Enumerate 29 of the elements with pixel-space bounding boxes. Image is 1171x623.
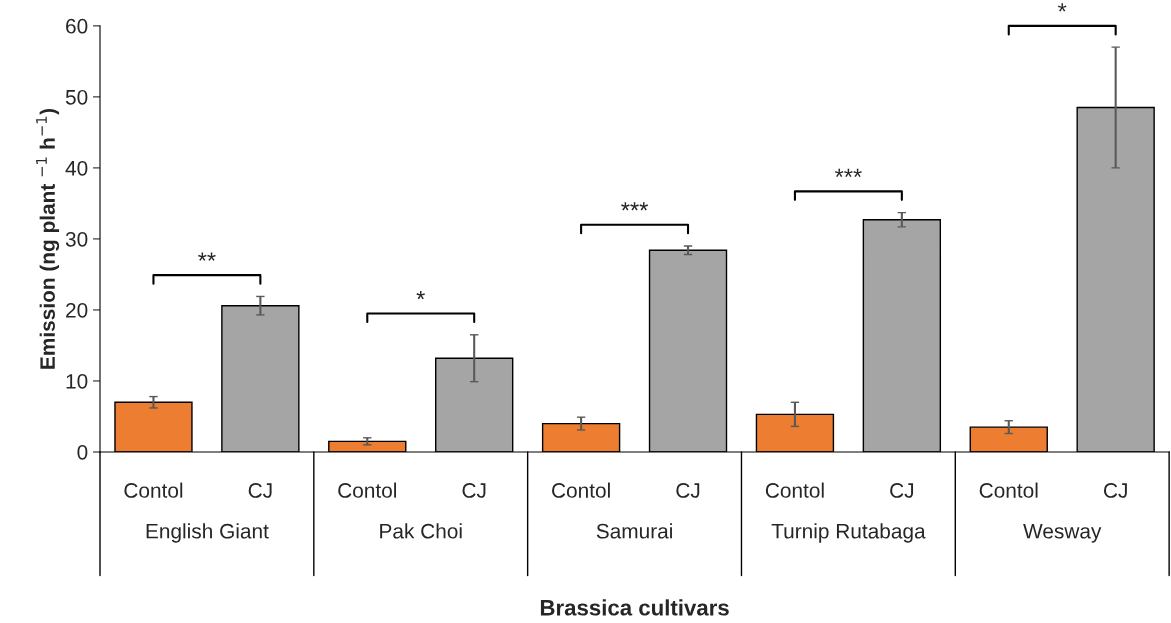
annotation: *	[416, 290, 425, 300]
x-tick-label: Contol	[338, 482, 396, 498]
x-tick-label: CJ	[248, 483, 272, 498]
y-tick-label: 30	[65, 231, 88, 247]
x-tick-label: Contol	[124, 482, 183, 498]
text: English Giant	[146, 523, 269, 543]
text: Samurai	[596, 523, 672, 539]
text: Pak Choi	[380, 523, 462, 539]
y-tick-label: 50	[65, 89, 88, 105]
x-tick-label: Contol	[552, 482, 610, 498]
y-tick-label: 60	[66, 18, 88, 34]
x-tick-label: Contol	[765, 482, 824, 498]
text: *	[1058, 3, 1067, 12]
x-tick-label: CJ	[890, 483, 914, 498]
x-axis-title: Brassica cultivars	[540, 599, 729, 616]
y-tick-label: 20	[66, 302, 88, 318]
y-tick-label: 40	[65, 160, 88, 176]
x-tick-label: CJ	[1104, 483, 1127, 498]
text: Turnip Rutabaga	[771, 523, 926, 543]
annotation: ***	[834, 168, 862, 178]
y-tick-label: 10	[66, 373, 88, 389]
annotation: ***	[621, 202, 648, 211]
y-tick-label: 0	[77, 444, 88, 460]
annotation: **	[198, 252, 216, 261]
text: Wesway	[1023, 524, 1102, 543]
y-axis-title: Emission (ng plant $^{−1}$ h$^{−1}$)	[36, 108, 60, 369]
x-tick-label: Contol	[979, 482, 1038, 498]
x-tick-label: CJ	[462, 483, 486, 498]
x-tick-label: CJ	[676, 483, 700, 498]
